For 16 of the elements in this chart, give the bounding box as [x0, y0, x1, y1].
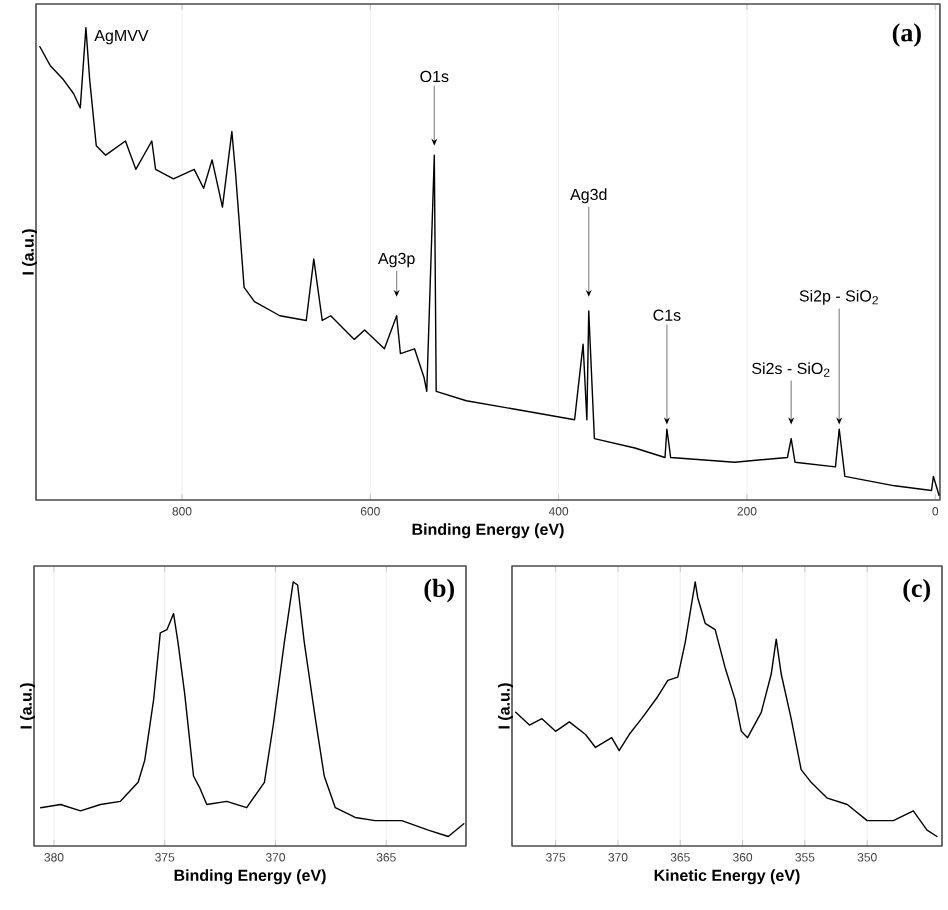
y-axis-title: I (a.u.) — [22, 229, 37, 275]
annotation: (b) — [424, 578, 454, 603]
annotation: AgMVV — [94, 30, 149, 45]
annotation: C1s — [653, 309, 681, 321]
annotation: Ag3p — [377, 252, 415, 268]
annotation: Si2s - SiO$_{2}$ — [752, 362, 830, 377]
annotation: (a) — [892, 23, 921, 47]
annotation: (c) — [903, 578, 931, 603]
annotation: Ag3d — [570, 188, 607, 204]
annotation: O1s — [420, 70, 449, 83]
y-axis-title: I (a.u.) — [20, 683, 35, 729]
annotation: Si2p - SiO$_{2}$ — [799, 289, 878, 305]
x-axis-title: Binding Energy (eV) — [174, 869, 326, 885]
y-axis-title: I (a.u.) — [498, 683, 513, 729]
x-axis-title: Binding Energy (eV) — [412, 523, 564, 539]
x-axis-title: Kinetic Energy (eV) — [654, 869, 800, 885]
